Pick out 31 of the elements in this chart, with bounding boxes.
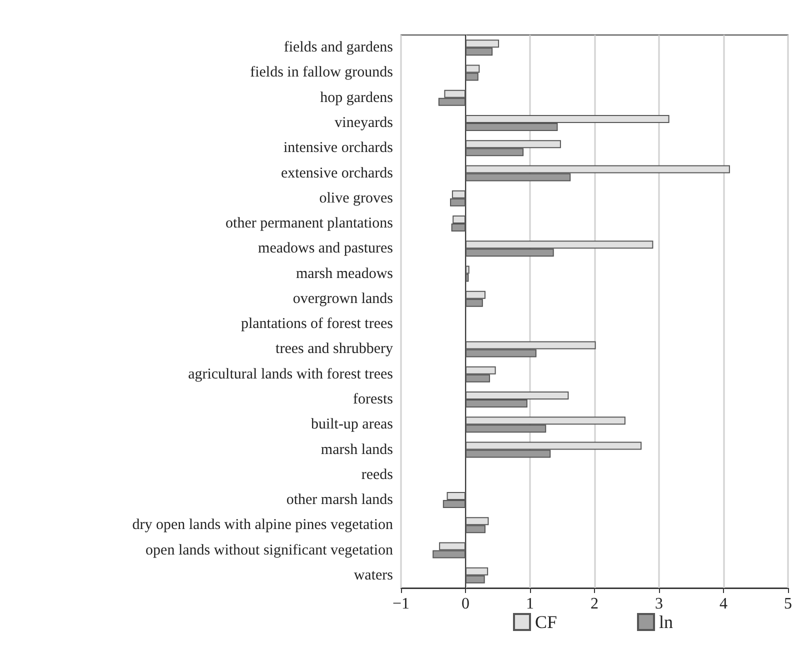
y-tick-label: overgrown lands <box>292 290 394 307</box>
y-tick-label: waters <box>354 567 394 584</box>
y-tick-label: other marsh lands <box>286 492 394 508</box>
y-tick-label: fields and gardens <box>284 40 394 56</box>
y-tick-label: forests <box>353 391 394 408</box>
y-tick-label: meadows and pastures <box>258 240 394 257</box>
y-tick-label: open lands without significant vegetation <box>146 542 394 558</box>
y-tick-label: reeds <box>361 466 394 483</box>
x-tick-label: 4 <box>720 596 728 612</box>
y-tick-label: trees and shrubbery <box>276 341 394 358</box>
y-tick-label: vineyards <box>334 114 394 131</box>
y-tick-label: plantations of forest trees <box>240 316 394 332</box>
y-tick-label: agricultural lands with forest trees <box>188 366 394 382</box>
x-tick-label: 1 <box>526 596 534 612</box>
y-tick-label: other permanent plantations <box>226 216 394 232</box>
x-tick-label: 5 <box>784 596 792 612</box>
x-tick-label: 3 <box>655 596 663 612</box>
legend-label: ln <box>659 612 674 632</box>
y-tick-label: marsh meadows <box>296 266 394 282</box>
x-tick-label: 0 <box>462 596 470 612</box>
y-tick-label: built-up areas <box>310 416 394 433</box>
legend-label: CF <box>535 612 558 632</box>
x-tick-label: −1 <box>392 596 410 612</box>
y-tick-label: extensive orchards <box>280 165 394 182</box>
x-tick-label: 2 <box>590 596 598 612</box>
y-tick-label: dry open lands with alpine pines vegetation <box>132 517 394 534</box>
y-tick-label: olive groves <box>319 190 394 206</box>
y-tick-label: hop gardens <box>320 90 394 106</box>
y-tick-label: intensive orchards <box>283 140 394 156</box>
y-tick-label: marsh lands <box>320 442 394 458</box>
y-tick-label: fields in fallow grounds <box>250 64 394 81</box>
